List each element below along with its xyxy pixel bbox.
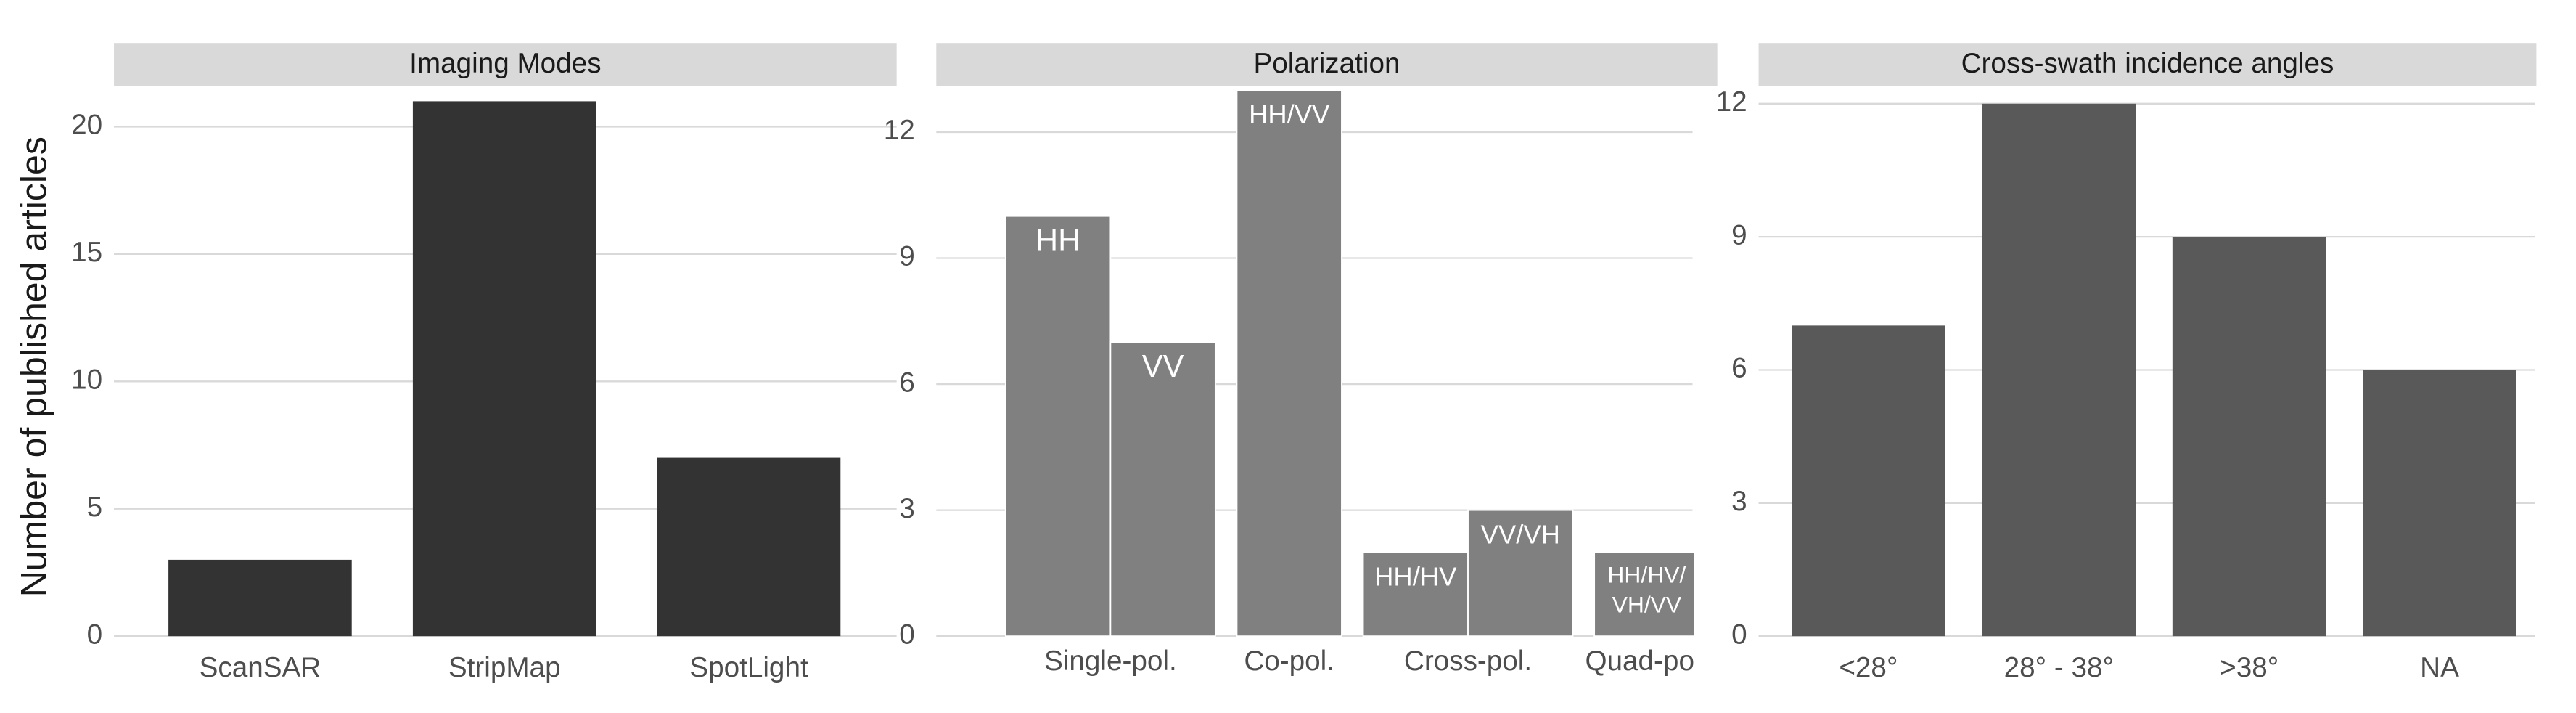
y-tick-label: 0 <box>899 619 915 650</box>
x-tick-label: ScanSAR <box>200 652 321 683</box>
bar <box>1792 325 1945 637</box>
facet-title: Imaging Modes <box>409 48 601 79</box>
bar <box>1236 89 1342 637</box>
bar-label-line: HH/HV/ <box>1607 562 1686 588</box>
bar <box>1467 509 1574 637</box>
y-tick-label: 6 <box>899 367 915 398</box>
x-tick-label: 28° - 38° <box>2004 652 2114 683</box>
plot-area: HH VV Single-pol. HH/VV Co-pol. HH/HV VV/VH Cro… <box>1004 89 1708 677</box>
x-tick-label: <28° <box>1839 652 1898 683</box>
y-tick-label: 9 <box>899 241 915 272</box>
bar <box>2363 370 2516 637</box>
x-tick-label: NA <box>2420 652 2459 683</box>
bar <box>1109 341 1216 637</box>
bar <box>1982 103 2136 637</box>
facet-title: Cross-swath incidence angles <box>1961 48 2334 79</box>
y-tick-label: 12 <box>1716 86 1747 118</box>
y-tick-label: 0 <box>87 619 103 650</box>
bar-label: VV <box>1142 349 1184 384</box>
x-tick-label: >38° <box>2220 652 2278 683</box>
y-tick-label: 0 <box>1731 619 1747 650</box>
bar-label: VV/VH <box>1481 520 1560 550</box>
x-tick-label: StripMap <box>448 652 561 683</box>
y-tick-label: 12 <box>884 115 915 146</box>
bar-label-line: VH/VV <box>1612 592 1682 618</box>
x-tick-label: SpotLight <box>689 652 808 683</box>
facet-strip <box>1758 43 2537 86</box>
y-tick-label: 3 <box>899 493 915 524</box>
y-tick-label: 15 <box>71 237 102 268</box>
bar <box>1593 551 1694 637</box>
y-tick-label: 3 <box>1731 486 1747 517</box>
y-tick-label: 10 <box>71 364 102 396</box>
bar <box>168 559 352 637</box>
bar <box>2172 237 2326 637</box>
bar-label: HH/VV <box>1249 99 1330 129</box>
y-tick-label: 5 <box>87 492 103 523</box>
x-tick-label: Co-pol. <box>1244 645 1334 677</box>
bar-label: HH/HV/VH/VV <box>1607 562 1686 618</box>
y-tick-label: 20 <box>71 110 102 141</box>
facet-strip <box>936 43 1718 86</box>
y-axis-label: Number of published articles <box>13 137 54 597</box>
y-tick-label: 9 <box>1731 219 1747 250</box>
x-tick-label: Single-pol. <box>1044 645 1177 677</box>
y-tick-label: 6 <box>1731 353 1747 384</box>
x-tick-label: Cross-pol. <box>1404 645 1532 677</box>
bar <box>657 457 841 637</box>
facet-strip <box>114 43 897 86</box>
facet-title: Polarization <box>1253 48 1400 79</box>
bar <box>1004 215 1112 637</box>
bar <box>412 101 596 637</box>
bar-label: HH <box>1035 224 1080 258</box>
x-tick-label: Quad-pol. <box>1585 645 1708 677</box>
bar-label: HH/HV <box>1374 561 1457 591</box>
